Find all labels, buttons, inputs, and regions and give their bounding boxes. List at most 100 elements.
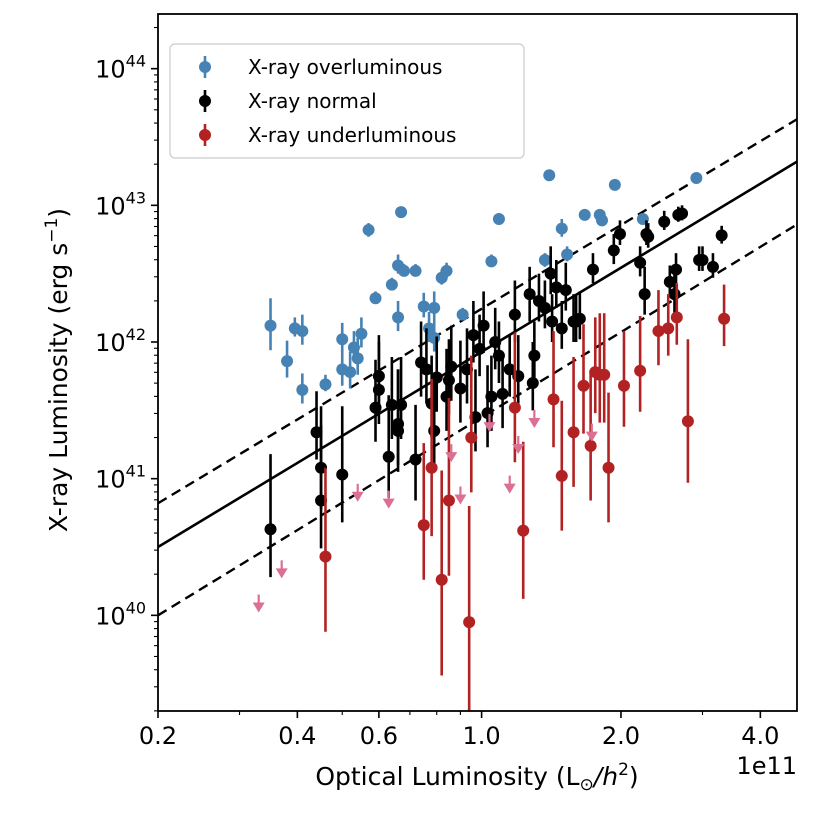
x-ray-normal-point-65 [715,225,728,244]
marker [417,300,430,313]
legend-item: X-ray normal [199,89,377,113]
marker [634,364,647,377]
plot-frame [157,13,798,712]
x-ray-normal-point-24 [467,301,480,363]
marker [584,439,597,452]
marker [550,281,563,294]
marker [264,319,277,332]
x-ray-overluminous-point-3 [296,314,309,345]
x-ray-overluminous-point-10 [351,337,364,375]
y-tick-label: 1044 [95,52,146,84]
x-ray-normal-point-4 [336,406,349,523]
x-ray-normal-point-36 [523,266,536,322]
x-ray-normal-point-12 [395,357,408,440]
marker [547,393,560,406]
marker [544,267,557,280]
x-ray-normal-point-45 [559,262,572,311]
upper-limits-point-8 [512,435,525,454]
x-ray-underluminous-point-21 [662,294,675,356]
legend-label: X-ray underluminous [248,123,456,147]
x-ray-overluminous-point-27 [485,254,498,268]
marker [602,461,615,474]
upper-limit-arrow-icon [528,418,541,428]
y-tick-label: 1042 [95,325,146,357]
legend-marker [199,129,211,141]
upper-limit-arrow-icon [512,443,525,454]
marker [577,379,590,392]
x-ray-normal-point-13 [409,404,422,501]
upper-limit-arrow-icon [252,602,265,613]
x-ray-overluminous-point-30 [543,169,556,182]
marker [676,207,689,220]
x-ray-underluminous-point-11 [567,357,580,487]
x-ray-overluminous-point-18 [398,264,411,277]
marker [668,288,681,301]
x-ray-overluminous-point-26 [456,307,469,321]
upper-limits-point-6 [483,414,496,433]
x-ray-normal-point-43 [550,260,563,308]
x-ray-overluminous-point-5 [319,374,332,392]
marker [409,264,422,277]
x-ray-overluminous-point-17 [395,206,408,219]
x-ray-underluminous-point-7 [508,332,521,463]
marker [351,352,364,365]
marker [555,322,568,335]
fit-line-upper-scatter [158,118,797,505]
marker [662,322,675,335]
x-ray-underluminous-point-8 [517,441,530,599]
marker [442,374,455,387]
x-ray-normal-point-52 [634,246,647,277]
x-ray-underluminous-point-5 [463,506,476,711]
upper-limits-point-9 [528,410,541,428]
marker [642,230,655,243]
x-ray-overluminous-point-13 [369,291,382,305]
marker [561,248,574,261]
x-ray-normal-point-7 [372,342,385,424]
upper-limits-point-10 [585,423,598,442]
y-tick-base: 10 [95,329,126,357]
x-ray-normal-point-29 [485,355,498,431]
marker [492,213,505,225]
marker [467,329,480,342]
x-tick-label: 0.2 [139,722,177,750]
x-ray-underluminous-point-3 [435,470,448,676]
x-axis-label-sub: ⊙ [580,775,594,795]
upper-limits-point-0 [252,594,265,613]
marker [670,311,683,324]
marker [696,254,709,266]
marker [477,319,490,332]
marker [296,325,309,338]
x-ray-normal-point-33 [503,335,516,397]
upper-limits-point-7 [503,475,516,494]
marker [508,401,521,414]
marker [395,206,408,219]
y-tick-base: 10 [95,56,126,84]
upper-limit-arrow-icon [483,422,496,433]
marker [517,524,530,537]
marker [315,494,328,507]
upper-limits-point-3 [382,490,395,509]
marker [336,333,349,346]
x-axis-label-sup: 2 [618,760,629,780]
x-ray-underluminous-point-22 [670,283,683,345]
upper-limits-point-2 [351,483,364,502]
x-ray-overluminous-point-1 [281,340,294,378]
legend-item: X-ray overluminous [199,55,442,79]
upper-limit-arrow-icon [445,452,458,463]
marker [567,426,580,439]
x-ray-overluminous-point-19 [409,264,422,277]
marker [573,312,586,325]
x-ray-underluminous-point-2 [425,378,438,537]
marker [663,275,676,288]
marker [435,573,448,586]
x-ray-normal-point-61 [676,205,689,221]
marker [652,325,665,338]
marker [398,264,411,277]
marker [395,398,408,411]
y-axis-label-close: ) [44,208,73,218]
marker [634,256,647,269]
x-ray-overluminous-point-22 [428,291,441,322]
marker [336,468,349,481]
marker [485,255,498,268]
